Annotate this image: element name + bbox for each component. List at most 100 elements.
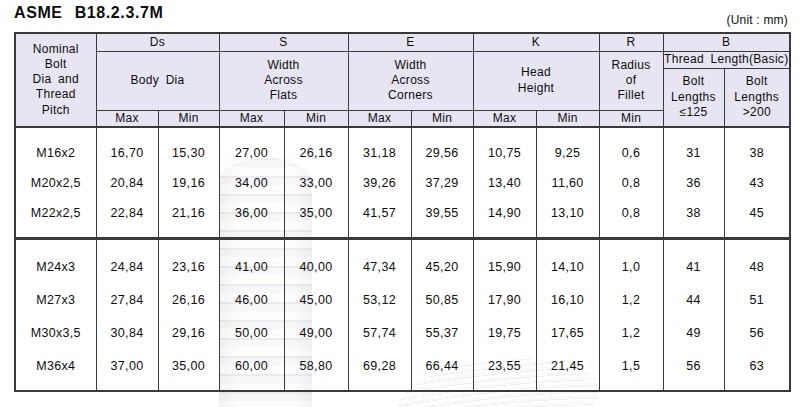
subheader-max: Max <box>348 110 411 127</box>
value-cell: 56 <box>663 350 724 383</box>
subheader-min: Min <box>284 110 348 127</box>
value-cell: 66,44 <box>411 350 473 383</box>
value-cell: 1,0 <box>599 251 663 284</box>
header-row-codes: Nominal Bolt Dia and Thread Pitch Ds S E… <box>15 33 790 51</box>
table-row: M16x2 16,70 15,30 27,00 26,16 31,18 29,5… <box>15 138 790 168</box>
value-cell: 37,29 <box>411 168 473 198</box>
value-cell: 34,00 <box>219 168 284 198</box>
row-label: M27x3 <box>15 284 96 317</box>
value-cell: 27,84 <box>96 284 158 317</box>
value-cell: 19,75 <box>473 317 536 350</box>
header-code-s: S <box>219 33 348 51</box>
value-cell: 44 <box>663 284 724 317</box>
value-cell: 14,10 <box>536 251 599 284</box>
value-cell: 20,84 <box>96 168 158 198</box>
value-cell: 0,8 <box>599 198 663 228</box>
value-cell: 60,00 <box>219 350 284 383</box>
value-cell: 0,8 <box>599 168 663 198</box>
group-spacer <box>15 383 790 391</box>
value-cell: 14,90 <box>473 198 536 228</box>
value-cell: 31 <box>663 138 724 168</box>
header-code-e: E <box>348 33 473 51</box>
header-thread-length: Thread Length(Basic) <box>663 51 790 68</box>
value-cell: 45,00 <box>284 284 348 317</box>
group-spacer <box>15 127 790 138</box>
header-code-ds: Ds <box>96 33 219 51</box>
value-cell: 40,00 <box>284 251 348 284</box>
value-cell: 39,55 <box>411 198 473 228</box>
row-label: M24x3 <box>15 251 96 284</box>
row-label: M36x4 <box>15 350 96 383</box>
value-cell: 50,85 <box>411 284 473 317</box>
header-row-names: Body Dia Width Across Flats Width Across… <box>15 51 790 68</box>
value-cell: 51 <box>724 284 790 317</box>
subheader-max: Max <box>473 110 536 127</box>
group-spacer <box>15 228 790 239</box>
unit-label: (Unit : mm) <box>726 13 788 27</box>
table-row: M20x2,5 20,84 19,16 34,00 33,00 39,26 37… <box>15 168 790 198</box>
value-cell: 16,70 <box>96 138 158 168</box>
row-label: M30x3,5 <box>15 317 96 350</box>
value-cell: 15,90 <box>473 251 536 284</box>
value-cell: 38 <box>724 138 790 168</box>
value-cell: 35,00 <box>284 198 348 228</box>
value-cell: 27,00 <box>219 138 284 168</box>
table-header: Nominal Bolt Dia and Thread Pitch Ds S E… <box>15 33 790 127</box>
header-radius-of-fillet: Radius of Fillet <box>599 51 663 110</box>
value-cell: 19,16 <box>158 168 219 198</box>
row-label: M16x2 <box>15 138 96 168</box>
value-cell: 13,40 <box>473 168 536 198</box>
table-row: M24x3 24,84 23,16 41,00 40,00 47,34 45,2… <box>15 251 790 284</box>
value-cell: 22,84 <box>96 198 158 228</box>
value-cell: 21,45 <box>536 350 599 383</box>
subheader-min: Min <box>158 110 219 127</box>
header-bolt-lengths-le125: Bolt Lengths ≤125 <box>663 68 724 127</box>
value-cell: 39,26 <box>348 168 411 198</box>
subheader-min: Min <box>411 110 473 127</box>
value-cell: 36 <box>663 168 724 198</box>
value-cell: 33,00 <box>284 168 348 198</box>
value-cell: 9,25 <box>536 138 599 168</box>
row-label: M20x2,5 <box>15 168 96 198</box>
value-cell: 13,10 <box>536 198 599 228</box>
value-cell: 58,80 <box>284 350 348 383</box>
subheader-min: Min <box>599 110 663 127</box>
value-cell: 53,12 <box>348 284 411 317</box>
value-cell: 1,5 <box>599 350 663 383</box>
value-cell: 50,00 <box>219 317 284 350</box>
table-row: M30x3,5 30,84 29,16 50,00 49,00 57,74 55… <box>15 317 790 350</box>
value-cell: 48 <box>724 251 790 284</box>
value-cell: 35,00 <box>158 350 219 383</box>
header-body-dia: Body Dia <box>96 51 219 110</box>
value-cell: 17,90 <box>473 284 536 317</box>
group-spacer <box>15 239 790 251</box>
value-cell: 29,16 <box>158 317 219 350</box>
value-cell: 63 <box>724 350 790 383</box>
table-row: M36x4 37,00 35,00 60,00 58,80 69,28 66,4… <box>15 350 790 383</box>
value-cell: 45 <box>724 198 790 228</box>
table-row: M22x2,5 22,84 21,16 36,00 35,00 41,57 39… <box>15 198 790 228</box>
value-cell: 49 <box>663 317 724 350</box>
size-group-2: M24x3 24,84 23,16 41,00 40,00 47,34 45,2… <box>15 239 790 391</box>
value-cell: 43 <box>724 168 790 198</box>
value-cell: 11,60 <box>536 168 599 198</box>
value-cell: 30,84 <box>96 317 158 350</box>
page-title: ASME B18.2.3.7M <box>14 4 163 22</box>
value-cell: 46,00 <box>219 284 284 317</box>
value-cell: 45,20 <box>411 251 473 284</box>
value-cell: 17,65 <box>536 317 599 350</box>
value-cell: 38 <box>663 198 724 228</box>
value-cell: 15,30 <box>158 138 219 168</box>
value-cell: 26,16 <box>158 284 219 317</box>
header-width-across-corners: Width Across Corners <box>348 51 473 110</box>
value-cell: 47,34 <box>348 251 411 284</box>
value-cell: 23,16 <box>158 251 219 284</box>
value-cell: 41,57 <box>348 198 411 228</box>
value-cell: 24,84 <box>96 251 158 284</box>
header-code-b: B <box>663 33 790 51</box>
value-cell: 1,2 <box>599 284 663 317</box>
value-cell: 56 <box>724 317 790 350</box>
header-width-across-flats: Width Across Flats <box>219 51 348 110</box>
value-cell: 31,18 <box>348 138 411 168</box>
bolt-dimension-table: Nominal Bolt Dia and Thread Pitch Ds S E… <box>14 32 791 392</box>
